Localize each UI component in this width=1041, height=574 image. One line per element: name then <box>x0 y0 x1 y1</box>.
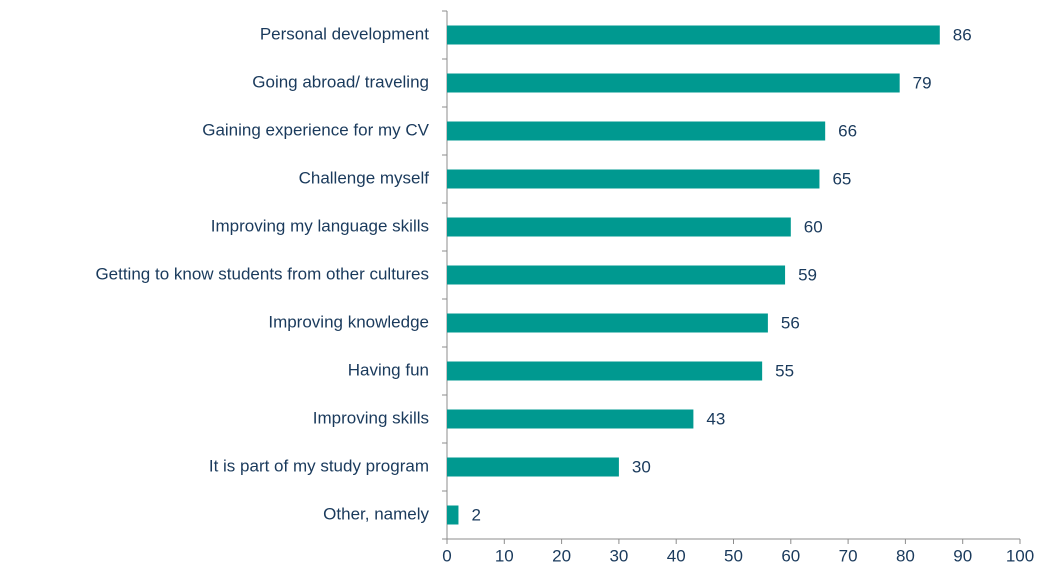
value-label: 43 <box>706 409 725 428</box>
x-tick-label: 10 <box>495 546 514 565</box>
x-tick-label: 0 <box>442 546 451 565</box>
bar <box>447 217 791 237</box>
x-tick-label: 80 <box>896 546 915 565</box>
x-tick-label: 30 <box>609 546 628 565</box>
y-tick-label: Having fun <box>348 360 429 379</box>
value-label: 30 <box>632 457 651 476</box>
value-label: 66 <box>838 121 857 140</box>
value-label: 55 <box>775 361 794 380</box>
bar <box>447 25 940 45</box>
bar <box>447 121 826 141</box>
y-tick-label: It is part of my study program <box>209 456 429 475</box>
x-tick-label: 20 <box>552 546 571 565</box>
bar <box>447 313 768 333</box>
bar <box>447 361 763 381</box>
bar <box>447 169 820 189</box>
y-tick-label: Getting to know students from other cult… <box>95 264 429 283</box>
bar <box>447 409 694 429</box>
bar <box>447 505 459 525</box>
y-tick-label: Personal development <box>260 24 429 43</box>
x-tick-label: 70 <box>839 546 858 565</box>
x-tick-label: 40 <box>667 546 686 565</box>
y-tick-label: Improving knowledge <box>268 312 429 331</box>
value-label: 60 <box>804 217 823 236</box>
y-tick-label: Other, namely <box>323 504 429 523</box>
x-tick-label: 60 <box>781 546 800 565</box>
bar <box>447 265 786 285</box>
y-tick-label: Improving my language skills <box>211 216 429 235</box>
y-tick-label: Improving skills <box>313 408 429 427</box>
bar <box>447 457 619 477</box>
bar <box>447 73 900 93</box>
value-label: 56 <box>781 313 800 332</box>
y-tick-label: Going abroad/ traveling <box>252 72 429 91</box>
value-label: 59 <box>798 265 817 284</box>
value-label: 2 <box>471 505 480 524</box>
value-label: 86 <box>953 25 972 44</box>
x-tick-label: 90 <box>953 546 972 565</box>
x-tick-label: 50 <box>724 546 743 565</box>
value-label: 65 <box>832 169 851 188</box>
value-label: 79 <box>913 73 932 92</box>
y-tick-label: Challenge myself <box>299 168 430 187</box>
x-tick-label: 100 <box>1006 546 1034 565</box>
y-tick-label: Gaining experience for my CV <box>202 120 429 139</box>
